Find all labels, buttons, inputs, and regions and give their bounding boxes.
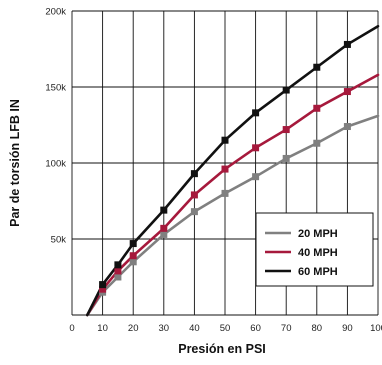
data-point (129, 258, 137, 266)
data-point (221, 136, 229, 144)
data-point (114, 273, 122, 281)
data-point (252, 144, 260, 152)
x-tick-label: 90 (342, 323, 353, 334)
y-tick-label: 100k (45, 159, 66, 170)
x-tick-label: 100 (370, 323, 382, 334)
data-point (114, 267, 122, 275)
data-point (190, 208, 198, 216)
x-tick-label: 40 (189, 323, 200, 334)
data-point (221, 189, 229, 197)
data-point (343, 123, 351, 131)
legend-label: 20 MPH (298, 228, 338, 240)
x-axis-tick-labels: 0 10 20 30 40 50 60 70 80 90 100 (69, 323, 382, 334)
data-point (129, 252, 137, 260)
data-point (99, 281, 107, 289)
x-tick-label: 70 (281, 323, 292, 334)
x-tick-label: 50 (220, 323, 231, 334)
y-tick-label: 150k (45, 83, 66, 94)
x-tick-label: 60 (250, 323, 261, 334)
legend-box (255, 212, 374, 287)
data-point (160, 230, 168, 238)
data-point (190, 191, 198, 199)
data-point (313, 63, 321, 71)
legend-label: 60 MPH (298, 266, 338, 278)
x-tick-label: 10 (97, 323, 108, 334)
data-point (129, 240, 137, 248)
data-point (252, 173, 260, 181)
data-point (343, 88, 351, 96)
data-point (282, 154, 290, 162)
data-point (114, 261, 122, 269)
legend: 20 MPH 40 MPH 60 MPH (255, 212, 374, 287)
data-point (313, 139, 321, 147)
legend-items: 20 MPH 40 MPH 60 MPH (265, 228, 338, 278)
x-tick-label: 30 (159, 323, 170, 334)
legend-label: 40 MPH (298, 247, 338, 259)
data-point (252, 109, 260, 117)
series-markers (99, 40, 351, 296)
data-point (282, 86, 290, 94)
x-tick-label: 0 (69, 323, 74, 334)
data-point (160, 206, 168, 214)
data-point (343, 40, 351, 48)
data-point (190, 170, 198, 178)
x-tick-label: 20 (128, 323, 139, 334)
data-point (313, 104, 321, 112)
data-point (99, 285, 107, 293)
data-point (160, 224, 168, 232)
x-tick-label: 80 (312, 323, 323, 334)
y-axis-tick-labels: 50k 100k 150k 200k (45, 7, 66, 246)
y-axis-label: Par de torsión LFB IN (8, 99, 22, 227)
data-point (282, 126, 290, 134)
data-point (221, 165, 229, 173)
y-tick-label: 50k (51, 235, 67, 246)
y-tick-label: 200k (45, 7, 66, 18)
x-axis-label: Presión en PSI (178, 342, 266, 356)
